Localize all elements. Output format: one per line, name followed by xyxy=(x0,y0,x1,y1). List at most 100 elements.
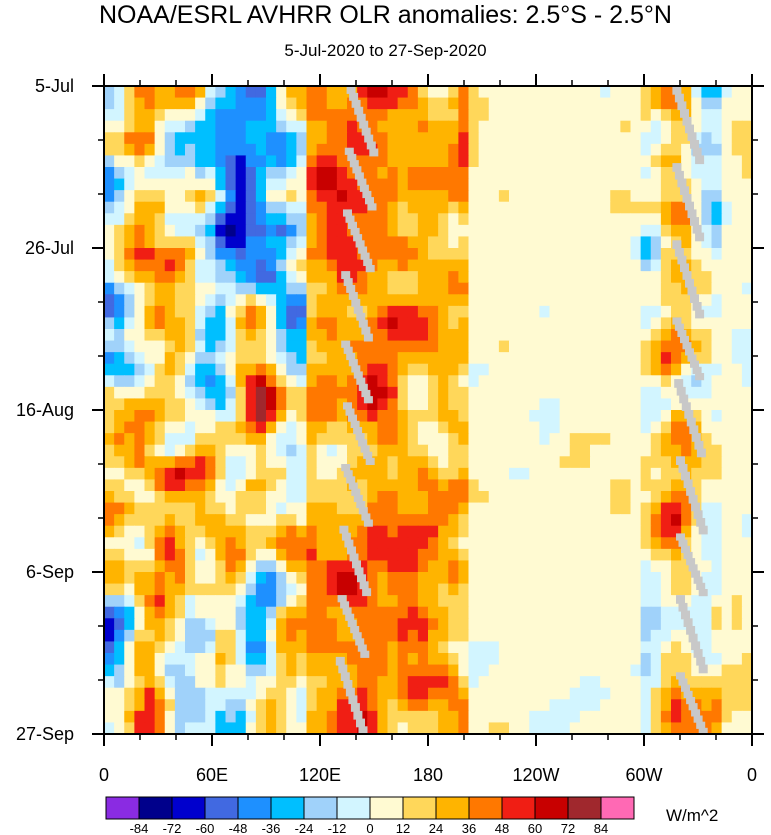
heatmap-cell xyxy=(255,629,267,643)
heatmap-cell xyxy=(448,676,459,689)
heatmap-cell xyxy=(397,120,409,133)
heatmap-cell xyxy=(245,710,257,724)
heatmap-cell xyxy=(448,271,459,284)
heatmap-cell xyxy=(529,375,540,388)
heatmap-cell xyxy=(316,190,328,203)
heatmap-cell xyxy=(326,606,338,619)
heatmap-cell xyxy=(164,525,176,538)
heatmap-cell xyxy=(286,132,297,145)
heatmap-cell xyxy=(104,224,115,238)
heatmap-cell xyxy=(114,224,125,238)
heatmap-cell xyxy=(539,386,551,400)
heatmap-cell xyxy=(620,386,632,400)
heatmap-cell xyxy=(306,282,318,295)
heatmap-cell xyxy=(478,248,490,261)
heatmap-cell xyxy=(316,629,328,643)
heatmap-cell xyxy=(438,167,449,180)
heatmap-cell xyxy=(610,86,621,99)
heatmap-cell xyxy=(691,109,702,122)
heatmap-cell xyxy=(245,676,257,689)
heatmap-cell xyxy=(286,86,297,99)
heatmap-cell xyxy=(316,421,328,434)
heatmap-cell xyxy=(428,444,439,457)
heatmap-cell xyxy=(296,699,308,712)
heatmap-cell xyxy=(600,143,611,157)
heatmap-cell xyxy=(326,491,338,504)
heatmap-cell xyxy=(205,386,216,400)
heatmap-cell xyxy=(681,456,692,469)
heatmap-cell xyxy=(235,271,247,284)
heatmap-cell xyxy=(336,572,348,585)
heatmap-cell xyxy=(347,178,358,191)
heatmap-cell xyxy=(347,664,358,677)
heatmap-cell xyxy=(569,224,581,238)
heatmap-cell xyxy=(478,167,490,180)
heatmap-cell xyxy=(559,537,571,550)
heatmap-cell xyxy=(286,606,297,619)
heatmap-cell xyxy=(286,375,297,388)
heatmap-cell xyxy=(336,120,348,133)
missing-data-cell xyxy=(672,163,682,172)
heatmap-cell xyxy=(711,143,723,157)
heatmap-cell xyxy=(154,618,166,631)
heatmap-cell xyxy=(154,375,166,388)
heatmap-cell xyxy=(731,340,743,353)
missing-data-cell xyxy=(687,132,697,141)
heatmap-cell xyxy=(711,722,723,734)
heatmap-cell xyxy=(397,560,409,573)
heatmap-cell xyxy=(215,329,227,342)
missing-data-cell xyxy=(343,209,352,217)
heatmap-cell xyxy=(741,560,752,573)
heatmap-cell xyxy=(630,352,642,365)
heatmap-cell xyxy=(296,109,308,122)
heatmap-cell xyxy=(488,456,500,469)
heatmap-cell xyxy=(276,433,287,446)
heatmap-cell xyxy=(154,167,166,180)
heatmap-cell xyxy=(347,653,358,666)
heatmap-cell xyxy=(660,525,672,538)
heatmap-cell xyxy=(509,525,520,538)
heatmap-cell xyxy=(620,456,632,469)
heatmap-cell xyxy=(336,201,348,214)
heatmap-cell xyxy=(367,710,378,724)
heatmap-cell xyxy=(529,572,540,585)
x-tick-label: 120W xyxy=(512,765,559,785)
heatmap-cell xyxy=(610,248,621,261)
heatmap-cell xyxy=(428,340,439,353)
heatmap-cell xyxy=(286,178,297,191)
heatmap-cell xyxy=(721,525,733,538)
heatmap-cell xyxy=(114,710,125,724)
heatmap-cell xyxy=(600,201,611,214)
heatmap-cell xyxy=(448,363,459,376)
heatmap-cell xyxy=(478,583,490,596)
heatmap-cell xyxy=(731,201,743,214)
heatmap-cell xyxy=(468,444,480,457)
heatmap-cell xyxy=(225,120,237,133)
heatmap-cell xyxy=(509,421,520,434)
heatmap-cell xyxy=(498,259,510,272)
heatmap-cell xyxy=(741,317,752,330)
heatmap-cell xyxy=(600,572,611,585)
heatmap-cell xyxy=(377,224,389,238)
heatmap-cell xyxy=(397,467,409,481)
missing-data-cell xyxy=(686,626,696,635)
heatmap-cell xyxy=(397,155,409,168)
heatmap-cell xyxy=(610,155,621,168)
heatmap-cell xyxy=(276,618,287,631)
heatmap-cell xyxy=(205,687,216,700)
heatmap-cell xyxy=(549,548,561,562)
heatmap-cell xyxy=(185,467,196,481)
heatmap-cell xyxy=(225,86,237,99)
heatmap-cell xyxy=(701,190,713,203)
heatmap-cell xyxy=(225,548,237,562)
missing-data-cell xyxy=(345,613,355,621)
heatmap-cell xyxy=(478,132,490,145)
heatmap-cell xyxy=(336,259,348,272)
heatmap-cell xyxy=(276,525,287,538)
heatmap-cell xyxy=(529,583,540,596)
heatmap-cell xyxy=(671,352,682,365)
missing-data-cell xyxy=(367,203,377,211)
heatmap-cell xyxy=(650,444,662,457)
missing-data-cell xyxy=(341,532,351,541)
heatmap-cell xyxy=(154,259,166,272)
